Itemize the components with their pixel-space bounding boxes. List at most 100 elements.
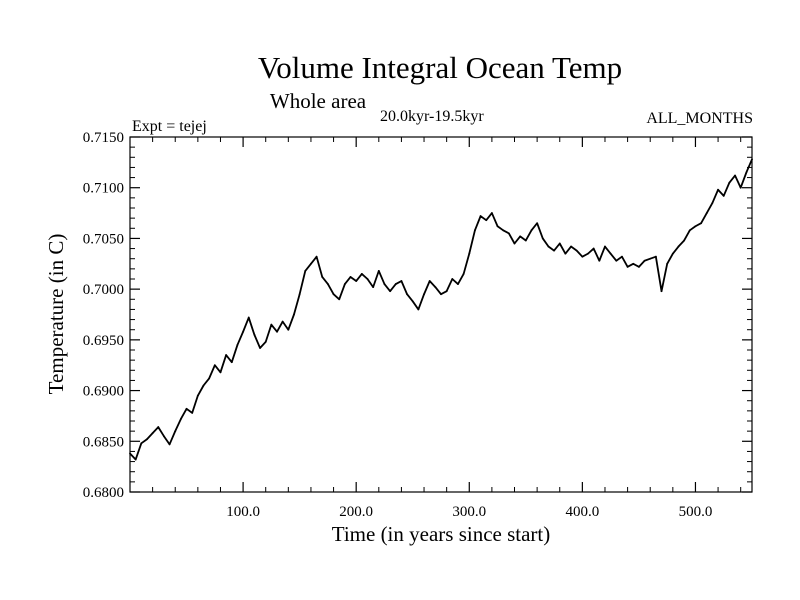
- data-point: [468, 252, 471, 255]
- data-point: [321, 276, 324, 278]
- data-point: [751, 158, 753, 161]
- data-point: [423, 293, 425, 296]
- data-point: [700, 222, 703, 225]
- data-point: [502, 229, 505, 232]
- data-point: [270, 323, 273, 326]
- data-point: [225, 354, 228, 356]
- data-point: [134, 458, 137, 461]
- data-point: [626, 265, 629, 268]
- data-point: [649, 257, 652, 260]
- data-point: [174, 430, 177, 433]
- y-tick-label: 0.7000: [83, 282, 124, 298]
- data-point: [575, 249, 578, 252]
- x-tick-label: 100.0: [226, 504, 260, 520]
- data-point: [332, 293, 335, 296]
- data-point: [513, 242, 516, 245]
- data-point: [705, 212, 708, 214]
- data-point: [428, 280, 431, 282]
- x-tick-label: 400.0: [565, 504, 599, 520]
- experiment-label: Expt = tejej: [132, 118, 207, 135]
- temperature-series-line: [129, 158, 753, 461]
- data-point: [383, 283, 386, 285]
- data-point: [327, 283, 329, 285]
- data-point: [287, 328, 290, 331]
- data-point: [389, 290, 392, 293]
- data-point: [338, 298, 341, 301]
- temperature-series-points: [129, 158, 753, 461]
- data-point: [479, 215, 482, 218]
- y-tick-label: 0.6850: [83, 434, 124, 450]
- data-point: [219, 371, 222, 374]
- data-point: [490, 212, 493, 214]
- data-point: [541, 237, 544, 240]
- data-point: [293, 313, 295, 316]
- data-point: [196, 394, 199, 397]
- x-tick-label: 300.0: [452, 504, 486, 520]
- data-point: [276, 330, 278, 333]
- data-point: [671, 252, 674, 255]
- chart-subtitle: Whole area: [270, 89, 367, 113]
- data-point: [129, 452, 131, 455]
- data-point: [457, 283, 459, 285]
- data-point: [688, 229, 691, 232]
- data-point: [711, 202, 714, 204]
- data-point: [717, 188, 719, 191]
- data-point: [632, 262, 635, 265]
- data-point: [604, 245, 606, 248]
- data-point: [445, 290, 448, 293]
- data-point: [236, 344, 239, 346]
- data-point: [451, 278, 454, 280]
- data-point: [581, 255, 584, 258]
- data-point: [638, 265, 640, 268]
- data-point: [343, 283, 346, 285]
- data-point: [547, 245, 550, 248]
- data-point: [739, 186, 742, 189]
- data-point: [366, 278, 369, 280]
- data-point: [474, 229, 476, 232]
- data-point: [666, 262, 669, 265]
- data-point: [372, 286, 375, 289]
- data-point: [507, 232, 510, 235]
- data-point: [734, 174, 736, 177]
- plot-frame: [129, 136, 753, 493]
- data-point: [140, 442, 143, 445]
- y-tick-label: 0.6950: [83, 333, 124, 349]
- y-axis-label: Temperature (in C): [44, 234, 68, 395]
- data-point: [564, 252, 567, 255]
- data-point: [722, 194, 725, 197]
- data-point: [168, 443, 171, 446]
- data-point: [157, 426, 160, 428]
- data-point: [677, 245, 680, 248]
- data-point: [304, 269, 307, 272]
- data-point: [230, 361, 233, 364]
- data-point: [281, 320, 284, 323]
- data-point: [242, 330, 244, 333]
- x-axis-ticks: 100.0 200.0 300.0 400.0 500.0: [152, 137, 742, 520]
- data-point: [683, 239, 686, 242]
- x-tick-label: 500.0: [679, 504, 713, 520]
- plot-area: 100.0 200.0 300.0 400.0 500.0 0.68000.68500.…: [83, 130, 753, 520]
- y-tick-label: 0.7150: [83, 130, 124, 146]
- data-point: [213, 364, 216, 367]
- data-point: [377, 269, 380, 272]
- data-point: [519, 235, 522, 238]
- data-point: [462, 273, 465, 275]
- y-tick-label: 0.6900: [83, 384, 124, 400]
- data-point: [298, 293, 301, 296]
- data-point: [179, 418, 182, 420]
- data-point: [694, 225, 697, 228]
- data-point: [417, 308, 420, 311]
- data-point: [315, 255, 318, 258]
- data-point: [360, 273, 363, 275]
- data-point: [598, 259, 601, 262]
- data-point: [558, 242, 561, 245]
- data-point: [536, 222, 539, 225]
- y-tick-label: 0.6800: [83, 485, 124, 501]
- period-label: 20.0kyr-19.5kyr: [380, 108, 484, 125]
- data-point: [208, 377, 211, 380]
- data-point: [587, 252, 589, 255]
- chart-title: Volume Integral Ocean Temp: [258, 50, 622, 85]
- data-point: [394, 283, 397, 285]
- data-point: [247, 316, 250, 319]
